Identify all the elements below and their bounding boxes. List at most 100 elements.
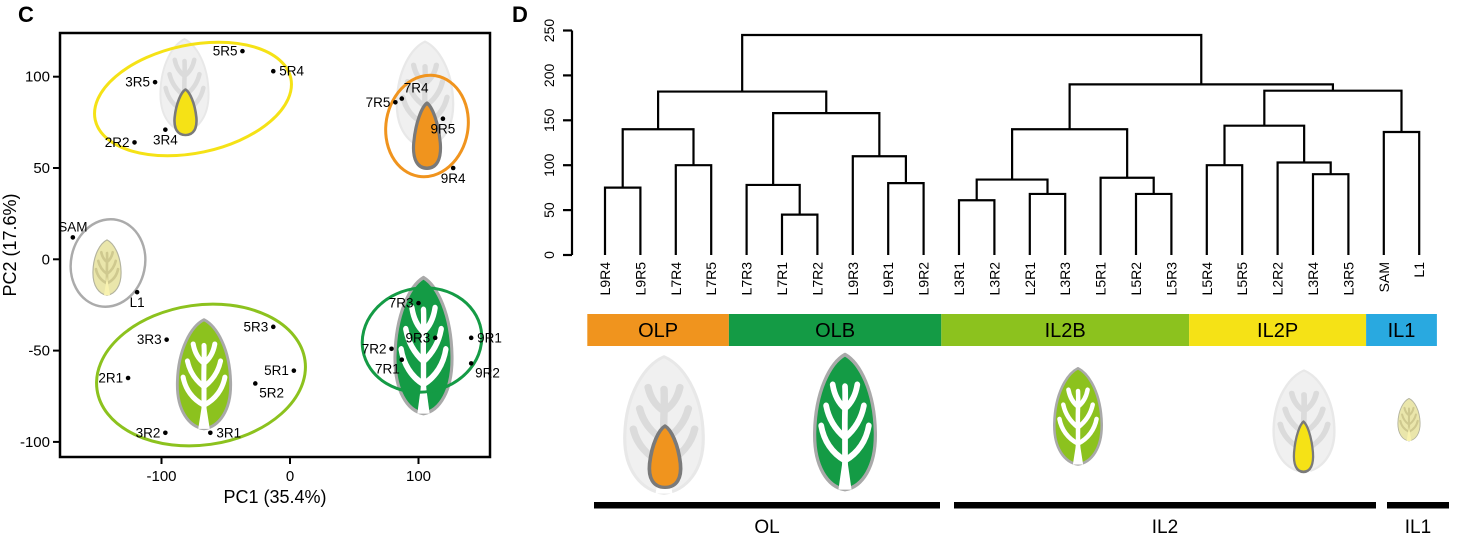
- olb-leaf-icon: [393, 275, 454, 416]
- data-point-2R1: 2R1: [98, 370, 131, 385]
- data-point-L1: L1: [130, 289, 145, 310]
- point-label: L1: [130, 295, 145, 310]
- y-tick-label: 50: [33, 160, 50, 177]
- point-dot: [253, 381, 258, 386]
- group-bar-label-OLP: OLP: [638, 320, 678, 342]
- data-point-3R2: 3R2: [136, 425, 168, 440]
- x-axis-title: PC1 (35.4%): [223, 487, 326, 507]
- point-label: SAM: [58, 219, 87, 234]
- data-point-5R3: 5R3: [244, 319, 276, 334]
- x-tick-label: 0: [286, 468, 294, 485]
- point-label: 3R5: [125, 75, 150, 90]
- point-label: 9R1: [477, 330, 502, 345]
- leaf-label-L3R2: L3R2: [986, 262, 1002, 296]
- y-tick-label: 250: [541, 19, 557, 43]
- dendrogram-link: [1276, 161, 1332, 255]
- leaf-label-L9R1: L9R1: [880, 262, 896, 296]
- point-dot: [152, 79, 158, 85]
- cluster-ellipse-IL2B: [95, 302, 307, 448]
- dendrogram-link: [1311, 173, 1350, 255]
- leaf-label-L3R3: L3R3: [1057, 262, 1073, 296]
- span-bar-IL1: [1387, 502, 1449, 509]
- dendrogram-link: [851, 155, 907, 255]
- leaf-label-L2R2: L2R2: [1270, 262, 1286, 296]
- point-label: 9R2: [475, 365, 500, 380]
- leaf-label-L7R3: L7R3: [739, 262, 755, 296]
- point-label: 5R4: [279, 64, 304, 79]
- leaf-label-L3R4: L3R4: [1305, 262, 1321, 296]
- leaf-label-L5R1: L5R1: [1093, 262, 1109, 296]
- dendrogram-link: [1205, 164, 1244, 255]
- dendrogram-link: [887, 182, 925, 255]
- point-label: 7R4: [404, 81, 429, 96]
- leaf-label-L5R5: L5R5: [1234, 262, 1250, 296]
- group-bar-OLP: [587, 314, 729, 346]
- dendrogram-link: [780, 213, 819, 255]
- group-bar-IL2B: [941, 314, 1190, 346]
- dendrogram-link: [741, 33, 1203, 92]
- x-tick-label: -100: [146, 468, 176, 485]
- data-point-3R4: 3R4: [153, 127, 178, 148]
- data-point-SAM: SAM: [58, 219, 87, 240]
- panel-d-label: D: [512, 2, 528, 27]
- point-label: 2R1: [98, 370, 123, 385]
- point-label: 7R2: [362, 341, 387, 356]
- data-point-7R5: 7R5: [366, 95, 398, 110]
- group-bar-label-IL2P: IL2P: [1257, 320, 1298, 342]
- group-bar-label-IL1: IL1: [1388, 320, 1416, 342]
- point-label: 3R4: [153, 133, 178, 148]
- y-tick-label: 0: [42, 251, 50, 268]
- leaf-label-L9R4: L9R4: [597, 262, 613, 296]
- dendrogram-panel: 0 50 100 150 200 250 L9R4 L9R5 L7R4 L7R5 L7R3 L7R1 L…: [541, 19, 1449, 538]
- point-dot: [468, 361, 474, 366]
- y-tick-label: -100: [20, 434, 50, 451]
- point-label: 2R2: [105, 135, 130, 150]
- data-point-5R1: 5R1: [264, 363, 297, 378]
- point-dot: [125, 375, 131, 381]
- dendrogram-link: [1028, 192, 1067, 255]
- il2p-primordium-bud-icon: [173, 88, 198, 137]
- point-dot: [393, 99, 398, 105]
- point-label: 5R3: [244, 319, 269, 334]
- dendrogram-link: [957, 199, 996, 255]
- span-bar-OL: [594, 502, 940, 509]
- data-point-3R1: 3R1: [208, 425, 241, 440]
- panel-c-label: C: [18, 2, 34, 27]
- cluster-ellipse-OLB: [360, 286, 484, 394]
- point-dot: [134, 289, 140, 295]
- point-dot: [389, 346, 394, 352]
- point-label: 5R1: [264, 363, 289, 378]
- point-label: 7R1: [375, 362, 400, 377]
- leaf-label-L7R2: L7R2: [809, 262, 825, 296]
- span-bar-label-IL1: IL1: [1405, 517, 1431, 538]
- olp-primordium-bud-icon: [411, 101, 443, 170]
- il2b-leaf-icon: [1053, 366, 1103, 466]
- point-label: 3R2: [136, 425, 161, 440]
- dendrogram-link: [674, 164, 713, 255]
- data-point-3R3: 3R3: [137, 332, 169, 347]
- data-point-7R2: 7R2: [362, 341, 394, 356]
- point-label: 5R5: [213, 44, 238, 59]
- point-dot: [399, 96, 405, 101]
- point-dot: [240, 48, 245, 54]
- y-tick-label: -50: [28, 343, 50, 360]
- point-dot: [432, 335, 438, 341]
- point-label: 3R3: [137, 332, 162, 347]
- point-dot: [270, 68, 276, 74]
- cluster-ellipse-SAM-L1: [69, 218, 147, 308]
- data-point-9R4: 9R4: [441, 165, 466, 186]
- data-point-9R2: 9R2: [468, 361, 500, 380]
- il2p-primordium-bud-icon: [1292, 420, 1315, 474]
- leaf-label-SAM: SAM: [1376, 262, 1392, 292]
- leaf-label-L5R3: L5R3: [1163, 262, 1179, 296]
- data-point-7R3: 7R3: [389, 296, 421, 311]
- y-tick-label: 100: [25, 69, 50, 86]
- point-label: 9R3: [405, 330, 430, 345]
- leaf-label-L7R4: L7R4: [668, 262, 684, 296]
- point-dot: [450, 165, 456, 171]
- point-dot: [468, 335, 474, 341]
- y-tick-label: 200: [541, 64, 557, 88]
- point-dot: [70, 235, 76, 240]
- span-bar-label-IL2: IL2: [1152, 517, 1178, 538]
- point-dot: [399, 357, 405, 363]
